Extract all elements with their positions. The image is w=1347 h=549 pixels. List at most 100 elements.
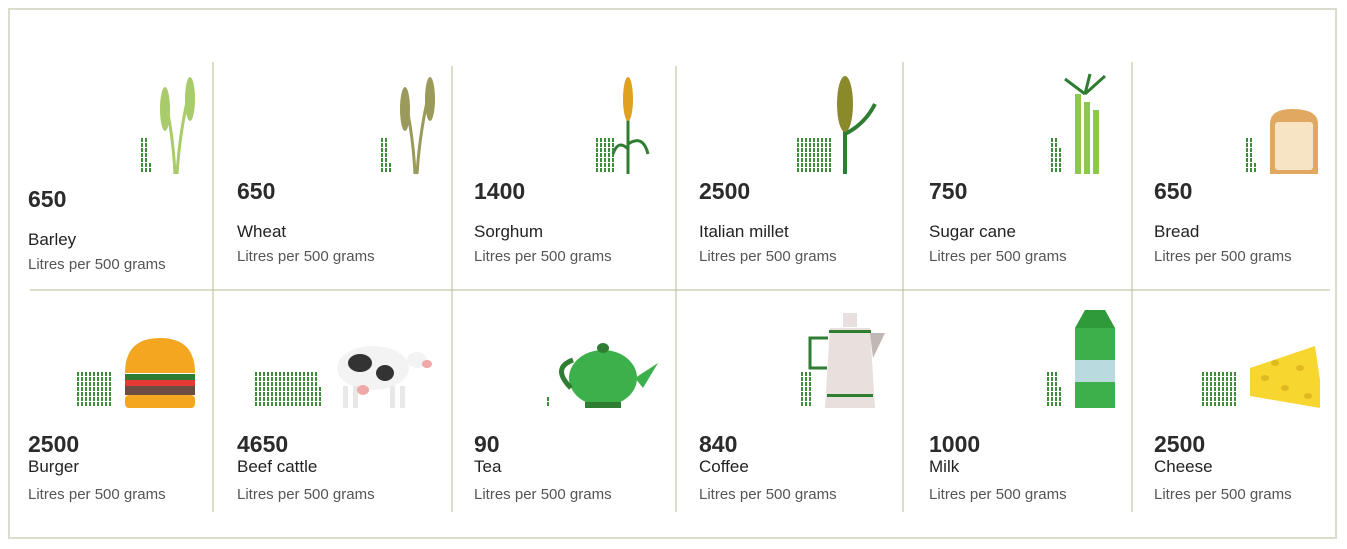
water-tick bbox=[89, 372, 91, 376]
water-tick bbox=[93, 377, 95, 381]
water-tick bbox=[600, 153, 602, 157]
water-tick bbox=[109, 402, 111, 406]
water-tick bbox=[1222, 377, 1224, 381]
water-tick bbox=[1206, 392, 1208, 396]
water-tick bbox=[805, 138, 807, 142]
icon-part bbox=[348, 354, 372, 372]
water-tick bbox=[1250, 143, 1252, 147]
water-tick bbox=[283, 402, 285, 406]
water-tick bbox=[1059, 158, 1061, 162]
water-tick bbox=[303, 372, 305, 376]
water-tick bbox=[1210, 382, 1212, 386]
water-tick bbox=[291, 402, 293, 406]
frame bbox=[8, 8, 1337, 539]
water-tick bbox=[279, 382, 281, 386]
water-tick bbox=[267, 382, 269, 386]
icon bbox=[837, 76, 877, 174]
water-tick bbox=[267, 392, 269, 396]
unit: Litres per 500 grams bbox=[474, 486, 612, 503]
water-tick bbox=[381, 153, 383, 157]
water-tick bbox=[805, 377, 807, 381]
water-tick bbox=[275, 382, 277, 386]
water-tick bbox=[1250, 168, 1252, 172]
water-tick bbox=[311, 392, 313, 396]
water-tick bbox=[1226, 402, 1228, 406]
water-tick bbox=[1218, 387, 1220, 391]
water-tick bbox=[1055, 377, 1057, 381]
water-tick bbox=[105, 377, 107, 381]
water-tick bbox=[813, 153, 815, 157]
water-tick bbox=[77, 402, 79, 406]
water-tick bbox=[1234, 377, 1236, 381]
water-tick bbox=[1222, 387, 1224, 391]
water-tick bbox=[89, 402, 91, 406]
stem bbox=[611, 114, 650, 174]
water-tick bbox=[1222, 372, 1224, 376]
water-tick bbox=[600, 158, 602, 162]
water-tick bbox=[141, 143, 143, 147]
name: Sugar cane bbox=[929, 222, 1016, 241]
water-tick bbox=[1230, 377, 1232, 381]
water-tick bbox=[596, 158, 598, 162]
water-tick bbox=[105, 397, 107, 401]
water-tick bbox=[85, 402, 87, 406]
water-tick bbox=[105, 392, 107, 396]
unit: Litres per 500 grams bbox=[929, 486, 1067, 503]
water-tick bbox=[1246, 148, 1248, 152]
water-tick bbox=[1214, 382, 1216, 386]
water-tick bbox=[385, 168, 387, 172]
water-tick bbox=[809, 158, 811, 162]
water-tick bbox=[283, 377, 285, 381]
water-tick bbox=[381, 163, 383, 167]
water-tick bbox=[259, 382, 261, 386]
water-tick bbox=[311, 372, 313, 376]
water-tick bbox=[315, 382, 317, 386]
water-tick bbox=[829, 143, 831, 147]
water-tick bbox=[1051, 377, 1053, 381]
water-tick bbox=[825, 153, 827, 157]
water-tick bbox=[295, 382, 297, 386]
water-tick bbox=[797, 138, 799, 142]
water-tick bbox=[97, 397, 99, 401]
water-tick bbox=[1214, 377, 1216, 381]
water-tick bbox=[809, 377, 811, 381]
water-tick bbox=[141, 153, 143, 157]
water-tick bbox=[801, 372, 803, 376]
water-tick bbox=[1230, 372, 1232, 376]
icon-part bbox=[585, 402, 621, 408]
water-tick bbox=[801, 143, 803, 147]
icon-part bbox=[1275, 122, 1313, 170]
water-tick bbox=[311, 377, 313, 381]
water-tick bbox=[1226, 372, 1228, 376]
water-tick bbox=[85, 387, 87, 391]
water-tick bbox=[604, 158, 606, 162]
water-tick bbox=[1250, 138, 1252, 142]
water-tick bbox=[829, 168, 831, 172]
water-tick bbox=[141, 168, 143, 172]
water-ticks bbox=[801, 372, 811, 406]
water-tick bbox=[801, 392, 803, 396]
water-tick bbox=[805, 387, 807, 391]
water-tick bbox=[287, 402, 289, 406]
water-tick bbox=[821, 143, 823, 147]
water-tick bbox=[145, 138, 147, 142]
water-tick bbox=[805, 402, 807, 406]
water-tick bbox=[263, 387, 265, 391]
water-tick bbox=[825, 148, 827, 152]
value: 650 bbox=[28, 186, 66, 212]
water-tick bbox=[596, 138, 598, 142]
water-tick bbox=[797, 163, 799, 167]
water-tick bbox=[813, 148, 815, 152]
water-tick bbox=[303, 402, 305, 406]
water-tick bbox=[608, 158, 610, 162]
water-tick bbox=[547, 402, 549, 406]
handle bbox=[559, 357, 574, 390]
water-tick bbox=[109, 382, 111, 386]
water-tick bbox=[1206, 387, 1208, 391]
icon-part bbox=[343, 386, 348, 408]
water-tick bbox=[797, 158, 799, 162]
water-tick bbox=[271, 377, 273, 381]
water-tick bbox=[801, 148, 803, 152]
icon-part bbox=[870, 333, 885, 358]
water-tick bbox=[1206, 382, 1208, 386]
